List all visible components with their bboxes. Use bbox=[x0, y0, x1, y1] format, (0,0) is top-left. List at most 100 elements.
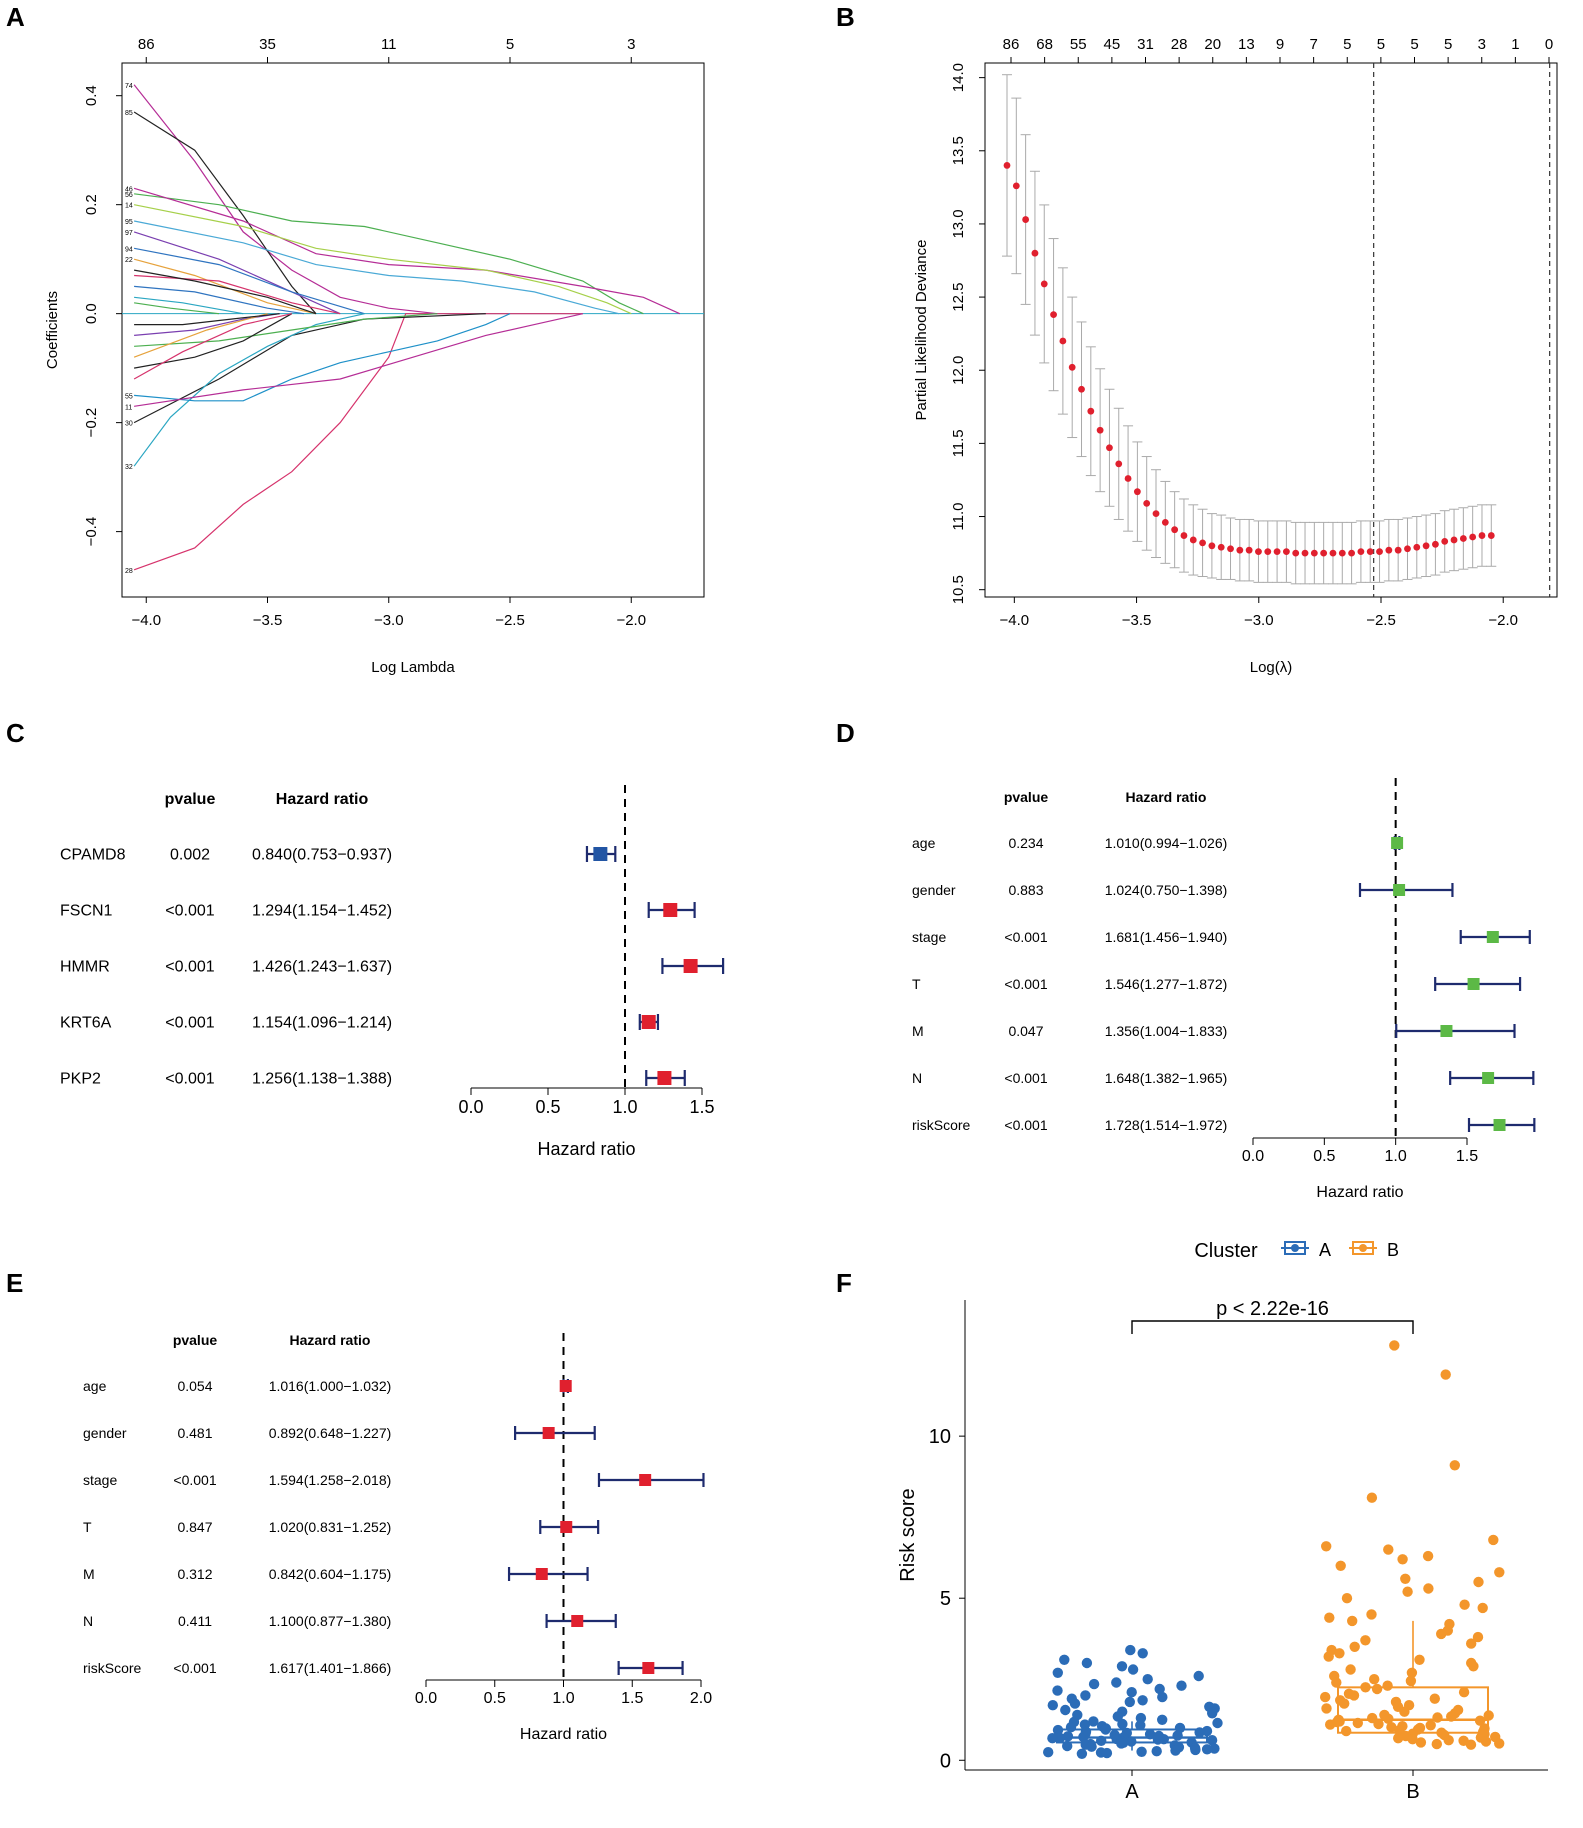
panel-f-legend-label-B: B bbox=[1387, 1240, 1399, 1260]
panel-f-point-B bbox=[1436, 1628, 1447, 1640]
panel-f-point-A bbox=[1078, 1731, 1089, 1743]
panel-e-xtick-label: 0.0 bbox=[415, 1690, 437, 1707]
panel-e-xtick-label: 1.5 bbox=[621, 1690, 643, 1707]
panel-b-point bbox=[1059, 337, 1067, 345]
panel-c-hr-marker bbox=[593, 847, 608, 861]
panel-f-point-A bbox=[1193, 1670, 1204, 1682]
panel-c-hr-marker bbox=[641, 1015, 656, 1029]
panel-d-row-pvalue: 0.883 bbox=[1008, 882, 1043, 898]
panel-e-xlabel: Hazard ratio bbox=[520, 1726, 607, 1743]
panel-b-point bbox=[1236, 546, 1244, 554]
panel-a-path-g23 bbox=[133, 313, 292, 380]
panel-d-row-hr: 1.356(1.004−1.833) bbox=[1105, 1023, 1228, 1039]
panel-d-hr-marker bbox=[1467, 978, 1480, 990]
panel-f-point-B bbox=[1347, 1615, 1358, 1627]
panel-c-row-label: KRT6A bbox=[60, 1015, 112, 1032]
panel-f-point-A bbox=[1086, 1741, 1097, 1752]
panel-b-point bbox=[1096, 426, 1104, 434]
panel-f-point-B bbox=[1474, 1715, 1486, 1726]
panel-b-toptick-label: 45 bbox=[1104, 36, 1121, 53]
panel-a-toptick-label: 86 bbox=[138, 36, 155, 53]
panel-f-point-B bbox=[1446, 1711, 1457, 1722]
panel-f-point-B bbox=[1369, 1674, 1380, 1685]
panel-b-xtick-label: −3.5 bbox=[1122, 612, 1152, 629]
panel-b-point bbox=[1106, 444, 1113, 452]
panel-f-point-A bbox=[1136, 1746, 1147, 1758]
panel-a-ytick-label: −0.4 bbox=[83, 517, 100, 547]
panel-f-point-B bbox=[1341, 1725, 1352, 1737]
panel-e-row-pvalue: 0.481 bbox=[177, 1425, 212, 1441]
panel-b-point bbox=[1133, 488, 1141, 496]
panel-f-point-B bbox=[1432, 1712, 1443, 1723]
panel-a-path-label: 85 bbox=[125, 110, 133, 117]
panel-f-point-B bbox=[1400, 1573, 1411, 1585]
panel-f-point-A bbox=[1207, 1708, 1218, 1719]
panel-letter-c: C bbox=[6, 718, 25, 748]
panel-f-legend-key-dot bbox=[1359, 1244, 1367, 1252]
panel-e-row-label: M bbox=[83, 1566, 95, 1582]
panel-f-point-A bbox=[1137, 1648, 1148, 1659]
panel-a-toptick-label: 3 bbox=[627, 36, 635, 53]
panel-b-point bbox=[1199, 539, 1206, 547]
panel-a-xtick-label: −2.5 bbox=[495, 612, 525, 629]
panel-e-hr-marker bbox=[571, 1615, 584, 1627]
panel-b-ytick-label: 13.0 bbox=[950, 209, 967, 238]
panel-b-point bbox=[1189, 536, 1197, 544]
panel-c-row-label: CPAMD8 bbox=[60, 847, 126, 864]
panel-a-path-label: 22 bbox=[125, 257, 133, 264]
panel-f-point-B bbox=[1477, 1602, 1488, 1614]
panel-f-point-B bbox=[1458, 1687, 1470, 1698]
panel-f-point-B bbox=[1321, 1541, 1332, 1552]
panel-d-row-hr: 1.024(0.750−1.398) bbox=[1105, 882, 1228, 898]
panel-d-row-hr: 1.648(1.382−1.965) bbox=[1105, 1070, 1228, 1086]
panel-b-point bbox=[1459, 535, 1467, 542]
panel-d-xtick-label: 0.0 bbox=[1242, 1148, 1264, 1165]
panel-b-point bbox=[1115, 460, 1123, 468]
panel-b-point bbox=[1487, 532, 1495, 539]
panel-b-point bbox=[1478, 532, 1486, 539]
panel-f-point-A bbox=[1116, 1661, 1128, 1672]
panel-f-point-A bbox=[1125, 1644, 1136, 1656]
panel-d-row-pvalue: <0.001 bbox=[1004, 1070, 1047, 1086]
panel-b-point bbox=[1078, 385, 1085, 393]
panel-d-row-label: N bbox=[912, 1070, 922, 1086]
panel-a-path-label: 97 bbox=[125, 230, 133, 237]
panel-a-path-label: 11 bbox=[125, 404, 132, 411]
panel-b-point bbox=[1143, 499, 1151, 507]
panel-b-ytick-label: 11.5 bbox=[950, 429, 967, 457]
panel-f-point-A bbox=[1170, 1745, 1181, 1756]
panel-f-legend-key-dot bbox=[1291, 1244, 1299, 1252]
panel-b-point bbox=[1348, 549, 1355, 557]
panel-f-point-A bbox=[1069, 1698, 1081, 1709]
panel-b-ylabel: Partial Likelihood Deviance bbox=[913, 240, 930, 421]
panel-b-ytick-label: 11.0 bbox=[950, 502, 967, 530]
panel-c-row-hr: 1.294(1.154−1.452) bbox=[252, 903, 392, 920]
panel-b-point bbox=[1329, 549, 1337, 557]
panel-f-point-B bbox=[1324, 1612, 1335, 1623]
panel-a-path-22 bbox=[133, 313, 583, 571]
panel-f-point-A bbox=[1157, 1691, 1168, 1703]
panel-e-row-pvalue: 0.054 bbox=[177, 1378, 212, 1394]
panel-f-point-A bbox=[1101, 1747, 1113, 1759]
panel-d-row-pvalue: <0.001 bbox=[1004, 1117, 1047, 1133]
panel-f-point-B bbox=[1366, 1492, 1378, 1503]
panel-f-legend-label-A: A bbox=[1319, 1240, 1331, 1260]
panel-b-point bbox=[1217, 543, 1225, 551]
panel-f-point-A bbox=[1127, 1664, 1139, 1675]
panel-b-point bbox=[1208, 542, 1216, 550]
panel-d-row-label: age bbox=[912, 835, 936, 851]
panel-e-header-hr: Hazard ratio bbox=[290, 1332, 371, 1348]
panel-b-point bbox=[1031, 249, 1039, 257]
panel-a-ytick-label: 0.0 bbox=[83, 303, 100, 324]
panel-b-point bbox=[1320, 549, 1328, 557]
panel-f-point-B bbox=[1320, 1691, 1331, 1703]
panel-e-row-pvalue: <0.001 bbox=[173, 1660, 216, 1676]
panel-c-header-pvalue: pvalue bbox=[165, 791, 216, 808]
panel-f-point-B bbox=[1494, 1738, 1505, 1749]
panel-f-point-A bbox=[1060, 1704, 1071, 1716]
panel-f-point-A bbox=[1052, 1667, 1064, 1679]
panel-f-point-A bbox=[1047, 1733, 1058, 1744]
panel-f-point-A bbox=[1080, 1690, 1091, 1701]
panel-b-point bbox=[1338, 549, 1346, 557]
